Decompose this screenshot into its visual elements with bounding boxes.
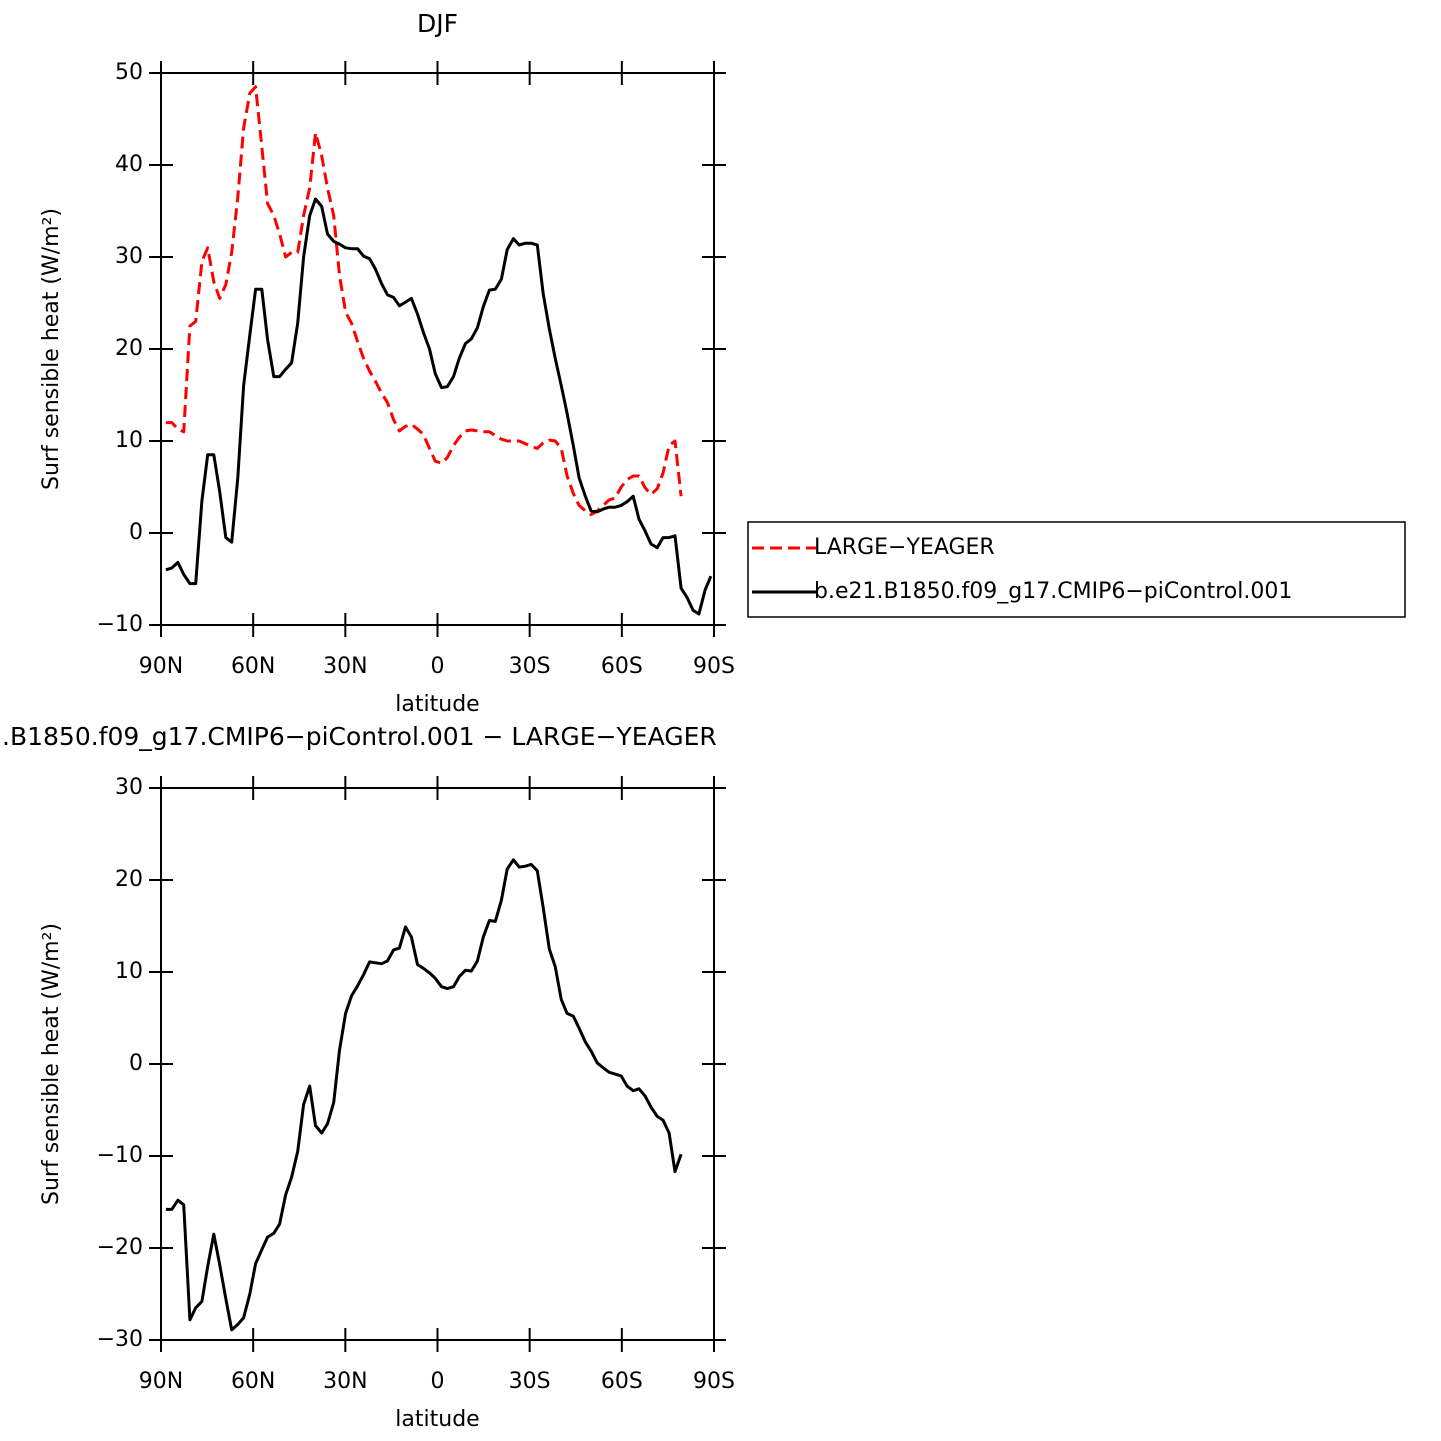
- legend-box: [747, 521, 1406, 618]
- x-tick-label: 30S: [509, 1369, 551, 1394]
- y-tick-label: 20: [115, 336, 143, 361]
- y-tick-label: 20: [115, 867, 143, 892]
- y-tick-label: 0: [129, 520, 143, 545]
- x-tick-label: 90N: [139, 654, 183, 679]
- data-line: [165, 85, 683, 517]
- plot-frame: [160, 72, 715, 626]
- x-tick-label: 90S: [693, 654, 735, 679]
- data-line: [165, 858, 683, 1332]
- y-tick-label: 40: [115, 152, 143, 177]
- x-tick-label: 90S: [693, 1369, 735, 1394]
- y-tick-label: 30: [115, 775, 143, 800]
- y-tick-label: 0: [129, 1051, 143, 1076]
- legend-label: LARGE−YEAGER: [814, 535, 995, 560]
- x-tick-label: 0: [431, 1369, 445, 1394]
- y-tick-label: 10: [115, 428, 143, 453]
- y-axis-label: Surf sensible heat (W/m²): [39, 208, 64, 490]
- y-tick-label: −10: [97, 612, 143, 637]
- x-tick-label: 30N: [323, 654, 367, 679]
- x-tick-label: 30N: [323, 1369, 367, 1394]
- y-tick-label: −20: [97, 1235, 143, 1260]
- x-tick-label: 60N: [231, 654, 275, 679]
- chart-title: .B1850.f09_g17.CMIP6−piControl.001 − LAR…: [2, 722, 717, 751]
- y-tick-label: 30: [115, 244, 143, 269]
- x-tick-label: 0: [431, 654, 445, 679]
- y-tick-label: −30: [97, 1327, 143, 1352]
- x-axis-label: latitude: [395, 692, 479, 717]
- data-line: [165, 197, 713, 616]
- x-tick-label: 60S: [601, 654, 643, 679]
- y-tick-label: 10: [115, 959, 143, 984]
- y-axis-label: Surf sensible heat (W/m²): [39, 923, 64, 1205]
- x-axis-label: latitude: [395, 1407, 479, 1432]
- legend-label: b.e21.B1850.f09_g17.CMIP6−piControl.001: [814, 579, 1292, 604]
- plot-frame: [160, 787, 715, 1341]
- chart-title: DJF: [417, 9, 458, 38]
- x-tick-label: 90N: [139, 1369, 183, 1394]
- x-tick-label: 60S: [601, 1369, 643, 1394]
- y-tick-label: 50: [115, 60, 143, 85]
- x-tick-label: 30S: [509, 654, 551, 679]
- x-tick-label: 60N: [231, 1369, 275, 1394]
- y-tick-label: −10: [97, 1143, 143, 1168]
